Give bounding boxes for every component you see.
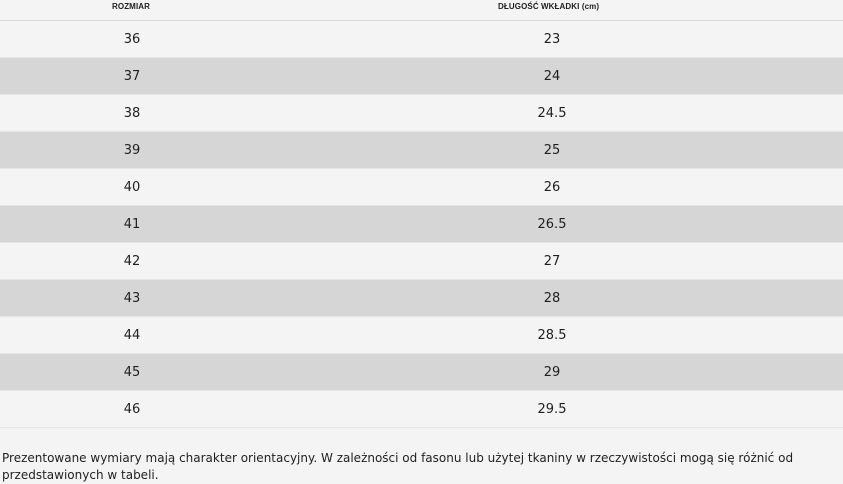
cell-insole-length: 28.5 xyxy=(537,328,567,343)
table-row: 39 25 xyxy=(0,132,843,169)
cell-insole-length: 29 xyxy=(543,365,561,380)
cell-size: 46 xyxy=(123,402,141,417)
table-row: 37 24 xyxy=(0,58,843,95)
column-header-insole-length: DŁUGOŚĆ WKŁADKI (cm) xyxy=(498,2,600,11)
table-row: 44 28.5 xyxy=(0,317,843,354)
table-body: 36 23 37 24 38 24.5 39 25 40 26 41 26.5 42 27 43 28 44 28… xyxy=(0,21,843,428)
cell-insole-length: 26 xyxy=(543,180,561,195)
cell-size: 43 xyxy=(123,291,141,306)
table-row: 41 26.5 xyxy=(0,206,843,243)
cell-size: 38 xyxy=(123,106,141,121)
cell-insole-length: 24 xyxy=(543,69,561,84)
table-row: 38 24.5 xyxy=(0,95,843,132)
cell-insole-length: 28 xyxy=(543,291,561,306)
table-row: 36 23 xyxy=(0,21,843,58)
cell-size: 40 xyxy=(123,180,141,195)
disclaimer-note: Prezentowane wymiary mają charakter orie… xyxy=(2,451,794,482)
cell-size: 41 xyxy=(123,217,141,232)
cell-size: 45 xyxy=(123,365,141,380)
cell-insole-length: 23 xyxy=(543,32,561,47)
cell-size: 39 xyxy=(123,143,141,158)
table-row: 40 26 xyxy=(0,169,843,206)
table-header-row: ROZMIAR DŁUGOŚĆ WKŁADKI (cm) xyxy=(0,0,843,21)
cell-insole-length: 29.5 xyxy=(537,402,567,417)
table-row: 46 29.5 xyxy=(0,391,843,428)
size-chart-table: ROZMIAR DŁUGOŚĆ WKŁADKI (cm) 36 23 37 24 38 2… xyxy=(0,0,843,428)
cell-insole-length: 24.5 xyxy=(537,106,567,121)
cell-insole-length: 27 xyxy=(543,254,561,269)
cell-size: 37 xyxy=(123,69,141,84)
cell-insole-length: 25 xyxy=(543,143,561,158)
table-row: 43 28 xyxy=(0,280,843,317)
column-header-size: ROZMIAR xyxy=(112,2,151,11)
cell-size: 42 xyxy=(123,254,141,269)
cell-size: 44 xyxy=(123,328,141,343)
cell-size: 36 xyxy=(123,32,141,47)
cell-insole-length: 26.5 xyxy=(537,217,567,232)
table-row: 42 27 xyxy=(0,243,843,280)
table-row: 45 29 xyxy=(0,354,843,391)
